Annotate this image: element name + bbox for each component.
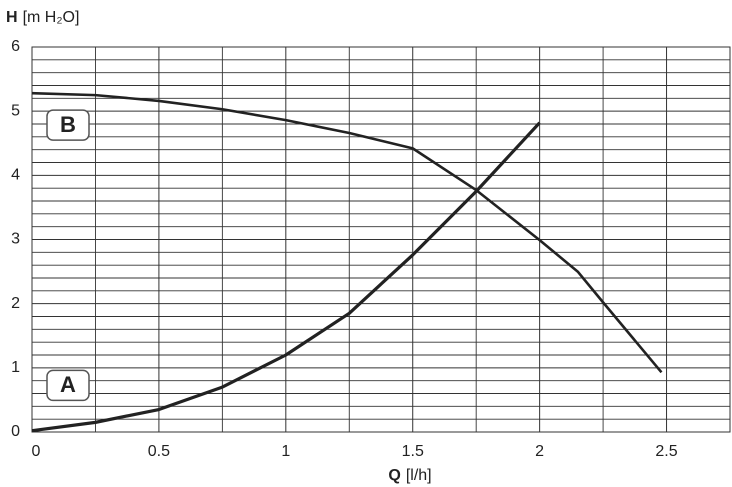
y-tick-label: 5 <box>11 102 20 119</box>
x-unit: [l/h] <box>406 467 432 484</box>
x-tick-label: 2 <box>535 443 544 460</box>
y-tick-label: 2 <box>11 295 20 312</box>
y-tick-label: 3 <box>11 231 20 248</box>
y-axis-label: H [m H₂O] <box>6 9 79 26</box>
x-axis-label: Q [l/h] <box>388 467 431 484</box>
curve <box>31 91 663 374</box>
x-tick-label: 2.5 <box>655 443 677 460</box>
label-text: A <box>60 372 76 397</box>
y-symbol: H <box>6 9 18 26</box>
y-unit: [m H₂O] <box>23 9 80 26</box>
x-tick-label: 1.5 <box>402 443 424 460</box>
series-label: A <box>46 369 90 402</box>
x-tick-label: 1 <box>281 443 290 460</box>
y-tick-label: 1 <box>11 359 20 376</box>
x-tick-label: 0.5 <box>148 443 170 460</box>
label-box <box>46 109 90 141</box>
y-tick-label: 6 <box>11 38 20 55</box>
x-symbol: Q <box>388 467 400 484</box>
y-tick-label: 4 <box>11 167 20 184</box>
label-box <box>46 369 90 402</box>
y-tick-label: 0 <box>11 423 20 440</box>
x-tick-label: 0 <box>32 443 41 460</box>
curve <box>31 121 541 433</box>
label-text: B <box>60 112 76 137</box>
series-label: B <box>46 109 90 141</box>
plot-frame <box>31 46 731 433</box>
